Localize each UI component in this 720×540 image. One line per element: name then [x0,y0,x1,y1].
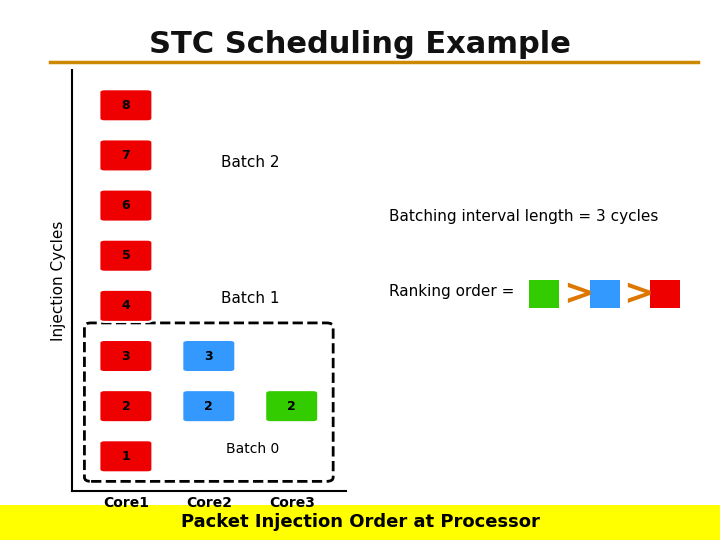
Text: Packet Injection Order at Processor: Packet Injection Order at Processor [181,514,539,531]
Text: STC Scheduling Example: STC Scheduling Example [149,30,571,59]
Text: >: > [624,278,654,311]
FancyBboxPatch shape [99,390,153,422]
Text: 2: 2 [122,400,130,413]
FancyBboxPatch shape [99,440,153,472]
Text: 2: 2 [287,400,296,413]
Text: Batching interval length = 3 cycles: Batching interval length = 3 cycles [389,208,658,224]
FancyBboxPatch shape [99,240,153,272]
Text: Batch 2: Batch 2 [221,156,279,171]
Text: 1: 1 [122,450,130,463]
FancyBboxPatch shape [99,139,153,172]
FancyBboxPatch shape [99,340,153,372]
FancyBboxPatch shape [99,190,153,221]
FancyBboxPatch shape [265,390,318,422]
Text: Batch 0: Batch 0 [226,442,279,456]
Text: Ranking order =: Ranking order = [389,284,514,299]
Text: 3: 3 [204,349,213,362]
Text: 5: 5 [122,249,130,262]
FancyBboxPatch shape [99,89,153,122]
Text: Batch 1: Batch 1 [221,291,279,306]
Text: 4: 4 [122,299,130,312]
Text: 8: 8 [122,99,130,112]
FancyBboxPatch shape [182,340,235,372]
Text: >: > [563,278,593,311]
FancyBboxPatch shape [99,290,153,322]
Text: 7: 7 [122,149,130,162]
Text: 6: 6 [122,199,130,212]
FancyBboxPatch shape [182,390,235,422]
Text: 2: 2 [204,400,213,413]
Y-axis label: Injection Cycles: Injection Cycles [51,221,66,341]
Text: 3: 3 [122,349,130,362]
